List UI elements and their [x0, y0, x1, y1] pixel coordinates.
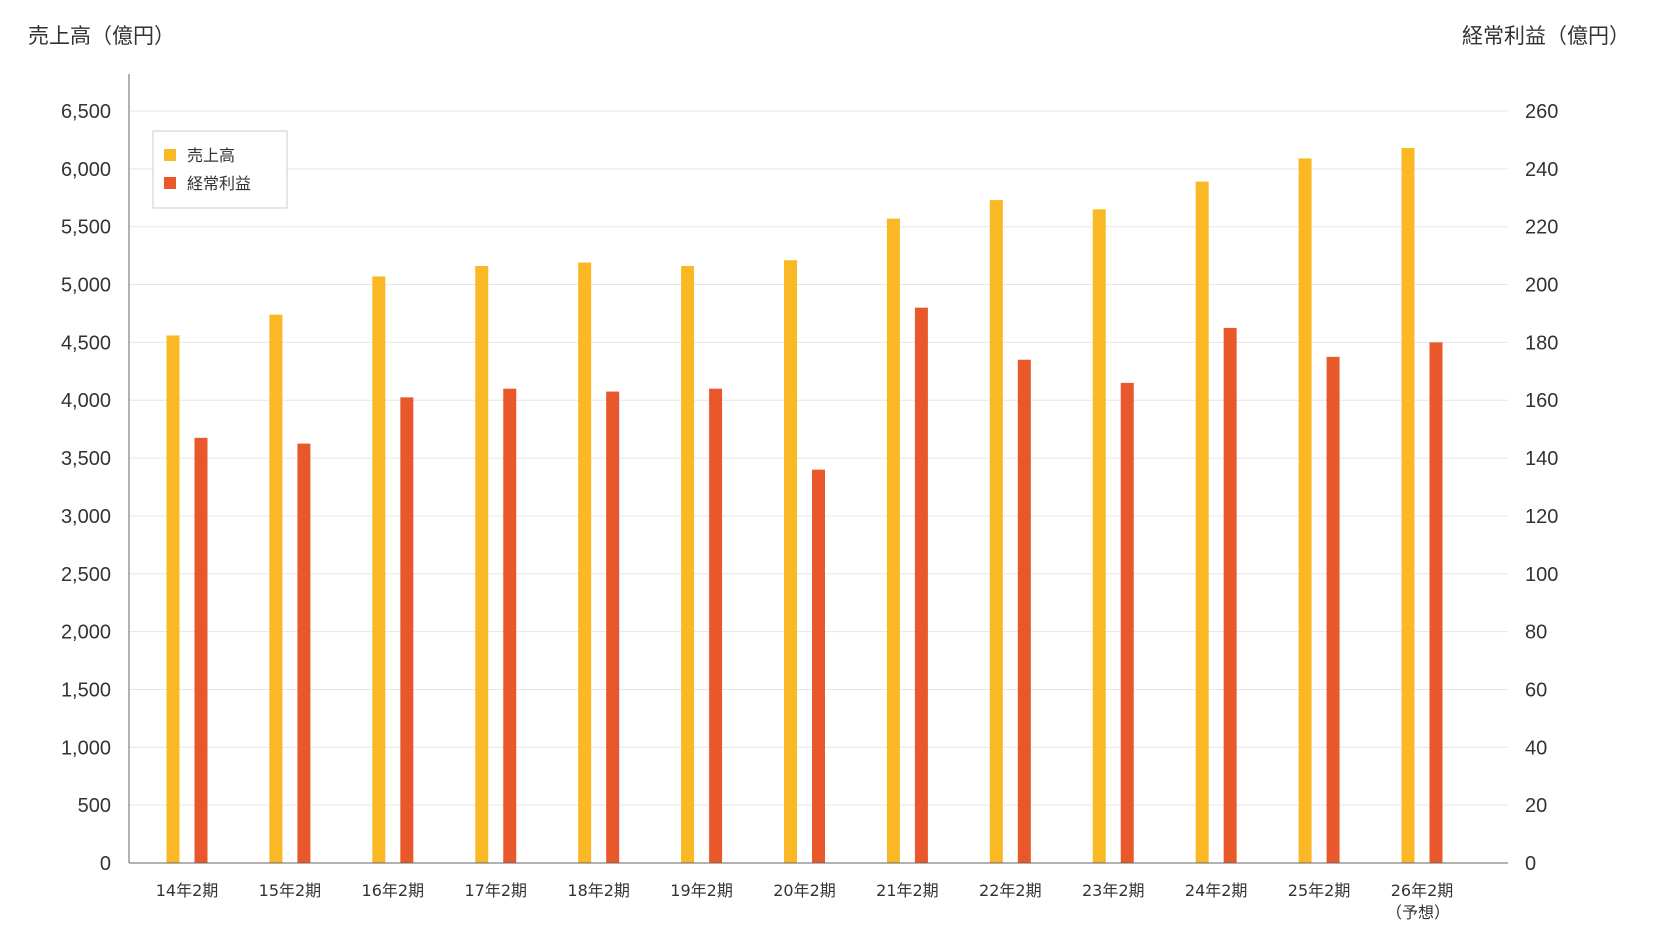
- legend-label-sales: 売上高: [187, 146, 235, 165]
- bars: [166, 148, 1443, 864]
- bar-sales: [1092, 209, 1106, 864]
- right-tick-label: 260: [1525, 101, 1558, 123]
- category-label: 19年2期: [670, 881, 733, 900]
- right-tick-label: 20: [1525, 795, 1547, 817]
- left-tick-label: 1,500: [61, 679, 111, 701]
- legend-label-profit: 経常利益: [187, 174, 251, 193]
- right-tick-label: 160: [1525, 390, 1558, 412]
- bar-profit: [812, 469, 825, 863]
- category-label: 20年2期: [773, 881, 836, 900]
- bar-sales: [1401, 148, 1415, 863]
- legend: 売上高 経常利益: [152, 130, 288, 209]
- right-tick-label: 220: [1525, 217, 1558, 239]
- left-tick-label: 6,000: [61, 159, 111, 181]
- category-label: 22年2期: [979, 881, 1042, 900]
- left-axis-ticks: 0 500 1,000 1,500 2,000 2,500 3,000 3,500 4,000 4…: [61, 101, 111, 875]
- bar-profit: [1223, 327, 1237, 863]
- left-tick-label: 5,500: [61, 217, 111, 239]
- right-tick-label: 40: [1525, 737, 1547, 759]
- left-tick-label: 2,500: [61, 564, 111, 586]
- bar-profit: [606, 391, 620, 863]
- bar-profit: [1120, 382, 1134, 863]
- category-label: 25年2期: [1288, 881, 1351, 900]
- left-tick-label: 1,000: [61, 737, 111, 759]
- left-tick-label: 5,000: [61, 275, 111, 297]
- right-tick-label: 0: [1525, 853, 1536, 875]
- category-label: 17年2期: [464, 881, 527, 900]
- bar-sales: [784, 260, 797, 864]
- category-label: 14年2期: [156, 881, 219, 900]
- right-tick-label: 120: [1525, 506, 1558, 528]
- axes: [128, 74, 1508, 864]
- bar-profit: [1326, 356, 1340, 863]
- right-tick-label: 140: [1525, 448, 1558, 470]
- bar-profit: [194, 437, 208, 863]
- bar-sales: [681, 266, 695, 863]
- bar-profit: [503, 388, 517, 863]
- bar-sales: [372, 276, 386, 863]
- left-tick-label: 0: [100, 853, 111, 875]
- bar-sales: [1298, 158, 1312, 864]
- legend-box: [152, 130, 288, 209]
- right-tick-label: 200: [1525, 275, 1558, 297]
- category-labels: 14年2期 15年2期 16年2期 17年2期 18年2期 19年2期 20年2期 21年2期…: [156, 881, 1454, 922]
- bar-sales: [166, 335, 180, 863]
- right-tick-label: 240: [1525, 159, 1558, 181]
- right-tick-label: 60: [1525, 679, 1547, 701]
- category-sublabel: （予想）: [1386, 903, 1450, 922]
- left-tick-label: 500: [78, 795, 111, 817]
- legend-swatch-sales: [164, 149, 176, 161]
- left-tick-label: 6,500: [61, 101, 111, 123]
- category-label: 18年2期: [567, 881, 630, 900]
- bar-profit: [709, 388, 723, 863]
- bar-profit: [1429, 342, 1443, 863]
- left-axis-title: 売上高（億円）: [28, 24, 175, 48]
- left-tick-label: 4,000: [61, 390, 111, 412]
- bar-profit: [297, 443, 311, 863]
- left-tick-label: 3,500: [61, 448, 111, 470]
- bar-sales: [475, 266, 489, 863]
- category-label: 15年2期: [259, 881, 322, 900]
- right-tick-label: 80: [1525, 622, 1547, 644]
- category-label: 16年2期: [362, 881, 425, 900]
- right-axis-title: 経常利益（億円）: [1462, 24, 1630, 48]
- bar-sales: [1195, 181, 1209, 863]
- left-tick-label: 4,500: [61, 332, 111, 354]
- bar-profit: [1017, 359, 1031, 863]
- bar-sales: [578, 262, 592, 864]
- bar-sales: [886, 218, 900, 863]
- category-label: 23年2期: [1082, 881, 1145, 900]
- left-tick-label: 3,000: [61, 506, 111, 528]
- right-tick-label: 180: [1525, 332, 1558, 354]
- bar-sales: [989, 200, 1003, 864]
- bar-sales: [269, 314, 283, 863]
- left-tick-label: 2,000: [61, 622, 111, 644]
- category-label: 21年2期: [876, 881, 939, 900]
- right-axis-ticks: 0 20 40 60 80 100 120 140 160 180 200 220 240 260: [1525, 101, 1558, 875]
- category-label: 26年2期: [1391, 881, 1454, 900]
- category-label: 24年2期: [1185, 881, 1248, 900]
- right-tick-label: 100: [1525, 564, 1558, 586]
- bar-profit: [914, 307, 928, 864]
- bar-profit: [400, 397, 414, 863]
- legend-swatch-profit: [164, 177, 176, 189]
